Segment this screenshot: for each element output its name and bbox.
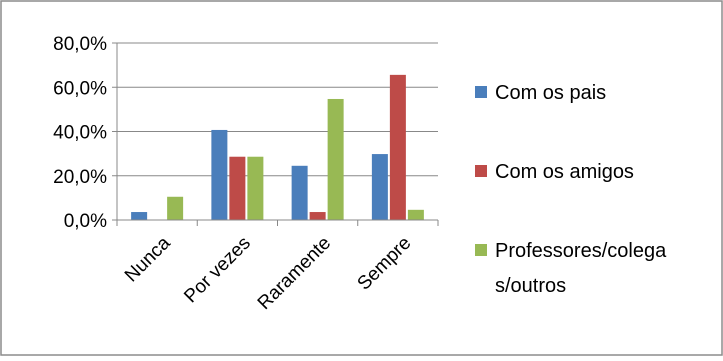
y-tick-label: 20,0% [53, 167, 107, 188]
legend-label: Professores/colega [495, 240, 667, 262]
y-tick-label: 80,0% [53, 34, 107, 55]
legend-swatch [475, 165, 487, 177]
bars [131, 74, 424, 220]
bar [309, 212, 326, 220]
legend: Com os pais Com os amigos Professores/cole… [475, 82, 667, 297]
bar [229, 156, 246, 220]
legend-label: Com os pais [495, 82, 606, 104]
bar [291, 165, 308, 220]
bar [211, 129, 228, 220]
bar [407, 209, 424, 220]
bar [131, 212, 148, 220]
bar [371, 154, 388, 220]
legend-label: Com os amigos [495, 161, 634, 183]
legend-swatch [475, 86, 487, 98]
y-tick-label: 60,0% [53, 78, 107, 99]
axes [112, 42, 439, 226]
bar [167, 196, 184, 220]
bar [389, 74, 406, 220]
bar [247, 156, 264, 220]
y-tick-label: 40,0% [53, 123, 107, 144]
legend-label: s/outros [495, 275, 566, 297]
bar [327, 98, 344, 220]
legend-swatch [475, 244, 487, 256]
y-tick-label: 0,0% [64, 211, 107, 232]
